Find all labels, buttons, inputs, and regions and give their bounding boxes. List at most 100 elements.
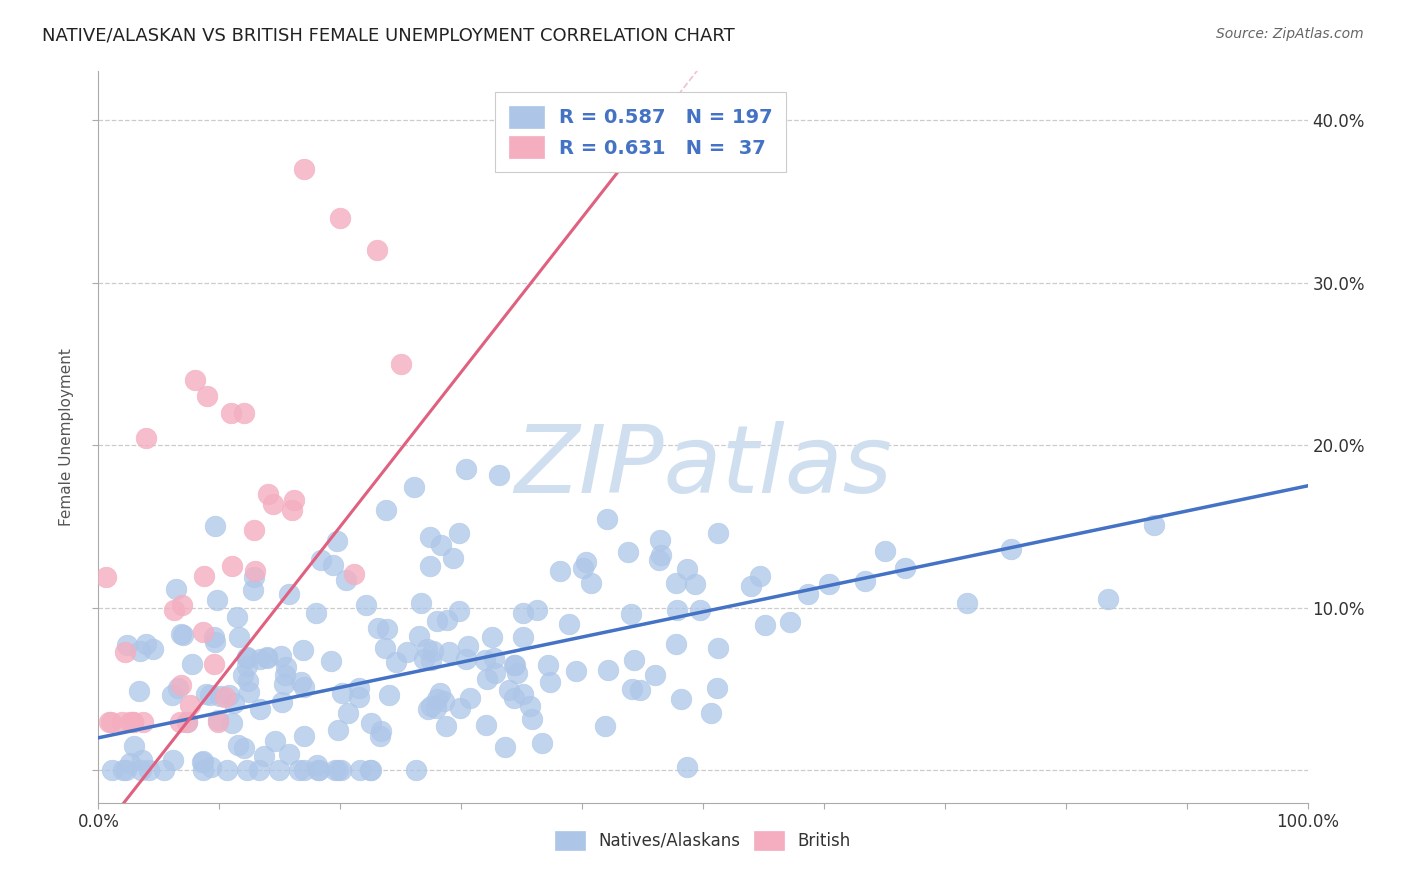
Point (409, 596, 432, 610)
Point (232, 406, 254, 420)
Point (176, 714, 198, 729)
Point (484, 650, 506, 665)
Point (474, 653, 496, 667)
Point (498, 682, 520, 697)
Point (420, 699, 443, 714)
Point (689, 603, 711, 617)
Point (425, 700, 447, 714)
Point (374, 502, 396, 516)
Point (706, 681, 728, 695)
Point (217, 764, 239, 778)
Point (675, 562, 697, 576)
Point (405, 764, 427, 778)
Point (253, 749, 276, 764)
Point (538, 675, 561, 690)
Point (242, 582, 264, 597)
Point (207, 714, 229, 729)
Point (163, 603, 186, 617)
Point (236, 650, 259, 665)
Point (488, 467, 510, 482)
Point (138, 764, 160, 778)
Point (422, 644, 444, 658)
Point (441, 550, 464, 565)
Point (238, 685, 260, 699)
Point (162, 754, 184, 768)
Point (419, 558, 441, 573)
Point (207, 713, 229, 727)
Legend: Natives/Alaskans, British: Natives/Alaskans, British (548, 824, 858, 856)
Point (96, 570, 118, 584)
Point (650, 549, 672, 563)
Point (349, 764, 371, 778)
Point (426, 614, 449, 628)
Point (169, 678, 191, 692)
Point (322, 558, 344, 572)
Point (228, 630, 250, 644)
Point (1143, 517, 1166, 532)
Point (132, 714, 155, 729)
Point (142, 642, 165, 657)
Point (288, 764, 311, 778)
Point (326, 723, 349, 737)
Point (484, 665, 506, 680)
Point (416, 702, 439, 716)
Point (520, 712, 543, 726)
Point (375, 623, 398, 637)
Point (101, 764, 124, 778)
Point (204, 519, 226, 533)
Point (135, 431, 157, 445)
Point (817, 577, 839, 591)
Point (195, 687, 218, 701)
Point (329, 764, 352, 778)
Point (707, 640, 730, 655)
Point (1000, 541, 1022, 556)
Point (292, 643, 315, 657)
Point (321, 654, 343, 668)
Point (167, 681, 190, 695)
Point (262, 498, 284, 512)
Point (236, 658, 259, 673)
Point (665, 603, 688, 617)
Point (283, 493, 305, 508)
Point (202, 630, 225, 644)
Point (648, 553, 671, 567)
Point (875, 544, 897, 558)
Point (292, 680, 315, 694)
Point (120, 756, 142, 771)
Point (617, 545, 640, 559)
Point (307, 758, 329, 772)
Point (172, 628, 194, 642)
Point (457, 640, 479, 654)
Point (419, 530, 441, 544)
Point (430, 538, 453, 552)
Point (475, 673, 498, 687)
Text: ZIPatlas: ZIPatlas (515, 421, 891, 512)
Point (184, 373, 207, 387)
Point (449, 701, 471, 715)
Point (683, 577, 706, 591)
Point (748, 569, 770, 583)
Point (243, 523, 266, 537)
Point (503, 657, 526, 672)
Point (505, 666, 527, 681)
Point (114, 645, 136, 659)
Point (323, 764, 346, 778)
Point (598, 664, 620, 678)
Point (894, 560, 917, 574)
Point (202, 657, 225, 671)
Point (170, 598, 193, 612)
Point (665, 637, 688, 651)
Point (378, 688, 401, 702)
Point (675, 760, 697, 774)
Point (575, 555, 598, 569)
Point (221, 558, 243, 573)
Point (273, 677, 295, 691)
Point (330, 685, 353, 699)
Point (669, 691, 692, 706)
Text: NATIVE/ALASKAN VS BRITISH FEMALE UNEMPLOYMENT CORRELATION CHART: NATIVE/ALASKAN VS BRITISH FEMALE UNEMPLO… (42, 27, 735, 45)
Point (620, 682, 643, 697)
Point (249, 764, 271, 778)
Point (519, 699, 541, 714)
Point (572, 561, 595, 575)
Point (456, 652, 478, 666)
